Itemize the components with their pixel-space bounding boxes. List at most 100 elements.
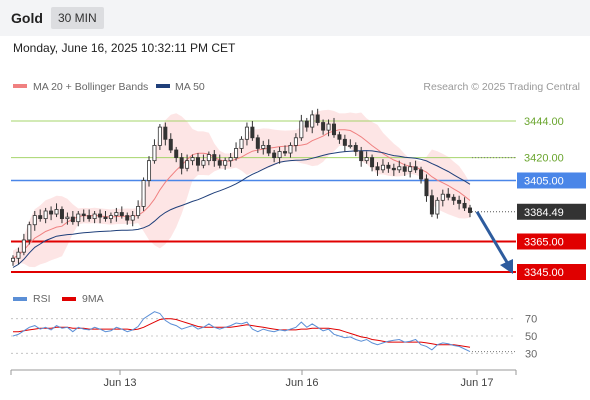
- candle-body: [386, 164, 391, 169]
- candle-body: [212, 154, 217, 162]
- candle-body: [239, 138, 244, 149]
- candle-body: [283, 151, 288, 154]
- price-label: 3405.00: [524, 175, 564, 187]
- candle: [168, 133, 173, 154]
- candle-body: [321, 122, 326, 131]
- candle: [114, 207, 119, 222]
- chart-datetime: Monday, June 16, 2025 10:32:11 PM CET: [13, 41, 236, 55]
- candle-body: [27, 224, 32, 241]
- candlesticks: [10, 108, 472, 266]
- price-label-bg: [517, 233, 586, 250]
- candle: [223, 157, 228, 170]
- candle: [261, 140, 266, 155]
- candle: [81, 209, 86, 222]
- candle: [136, 200, 141, 219]
- candle-body: [65, 216, 70, 220]
- candle: [342, 134, 347, 152]
- candle: [288, 142, 293, 158]
- candle: [163, 122, 168, 146]
- candle-body: [70, 216, 75, 223]
- candle-body: [163, 126, 168, 140]
- candle-body: [228, 157, 233, 162]
- candle-body: [147, 160, 152, 181]
- candle: [348, 139, 353, 149]
- candle: [103, 210, 108, 222]
- candle-body: [206, 154, 211, 162]
- candle-body: [457, 199, 462, 204]
- x-tick-label: Jun 17: [460, 377, 493, 389]
- candle-body: [103, 216, 108, 220]
- candle-body: [201, 160, 206, 166]
- candle: [293, 133, 298, 152]
- candle-body: [413, 166, 418, 171]
- candle-body: [49, 210, 54, 215]
- candle: [299, 114, 304, 141]
- candle-body: [244, 126, 249, 140]
- candle-body: [419, 169, 424, 180]
- candle-body: [130, 215, 135, 221]
- candle: [244, 122, 249, 146]
- candle-body: [87, 215, 92, 220]
- ma20-legend-swatch: [13, 84, 27, 88]
- candle-body: [38, 215, 43, 220]
- candle-body: [223, 160, 228, 166]
- candle: [217, 154, 222, 169]
- candle: [457, 195, 462, 210]
- candle-body: [98, 213, 103, 218]
- candle-body: [467, 207, 472, 213]
- timeframe-badge[interactable]: 30 MIN: [51, 7, 104, 29]
- candle-body: [32, 215, 37, 226]
- candle-body: [217, 160, 222, 166]
- rsi-ma-legend-label: 9MA: [82, 293, 104, 305]
- candle: [54, 203, 59, 218]
- candle: [266, 139, 271, 157]
- rsi-ma-line: [13, 318, 471, 348]
- candle-body: [277, 151, 282, 159]
- candle: [49, 206, 54, 221]
- candle: [206, 151, 211, 166]
- candle: [108, 212, 113, 224]
- candle: [413, 160, 418, 173]
- candle-body: [119, 212, 124, 216]
- candle: [353, 142, 358, 157]
- candle-body: [315, 114, 320, 123]
- chart-header: Gold 30 MIN: [0, 0, 590, 36]
- candle-body: [168, 138, 173, 151]
- candle-body: [195, 157, 200, 166]
- candle: [16, 247, 21, 265]
- candle: [174, 146, 179, 163]
- candle: [391, 163, 396, 176]
- candle: [201, 154, 206, 169]
- candle-body: [43, 210, 48, 220]
- candle: [76, 210, 81, 227]
- candle: [65, 212, 70, 225]
- candle: [141, 177, 146, 211]
- candle: [359, 146, 364, 167]
- candle-body: [255, 137, 260, 149]
- candle-body: [266, 145, 271, 154]
- candle: [429, 189, 434, 218]
- candle: [370, 154, 375, 172]
- candle-body: [397, 166, 402, 171]
- price-label: 3345.00: [524, 267, 564, 279]
- x-axis: Jun 13 Jun 16 Jun 17: [10, 370, 517, 389]
- candle-body: [179, 157, 184, 169]
- candle: [32, 210, 37, 231]
- candle: [27, 221, 32, 245]
- candle-body: [59, 209, 64, 220]
- candle-body: [81, 213, 86, 216]
- candle: [212, 149, 217, 167]
- forecast-arrow-shaft: [475, 211, 510, 265]
- candle: [310, 110, 315, 134]
- candle-body: [185, 160, 190, 169]
- ma50-line: [12, 150, 471, 268]
- candle: [321, 119, 326, 135]
- candle-body: [108, 215, 113, 220]
- candle: [59, 206, 64, 224]
- candle-body: [174, 149, 179, 159]
- candle-body: [408, 166, 413, 172]
- candle: [228, 153, 233, 167]
- candle: [147, 156, 152, 187]
- candle-body: [451, 196, 456, 201]
- candle-body: [114, 212, 119, 216]
